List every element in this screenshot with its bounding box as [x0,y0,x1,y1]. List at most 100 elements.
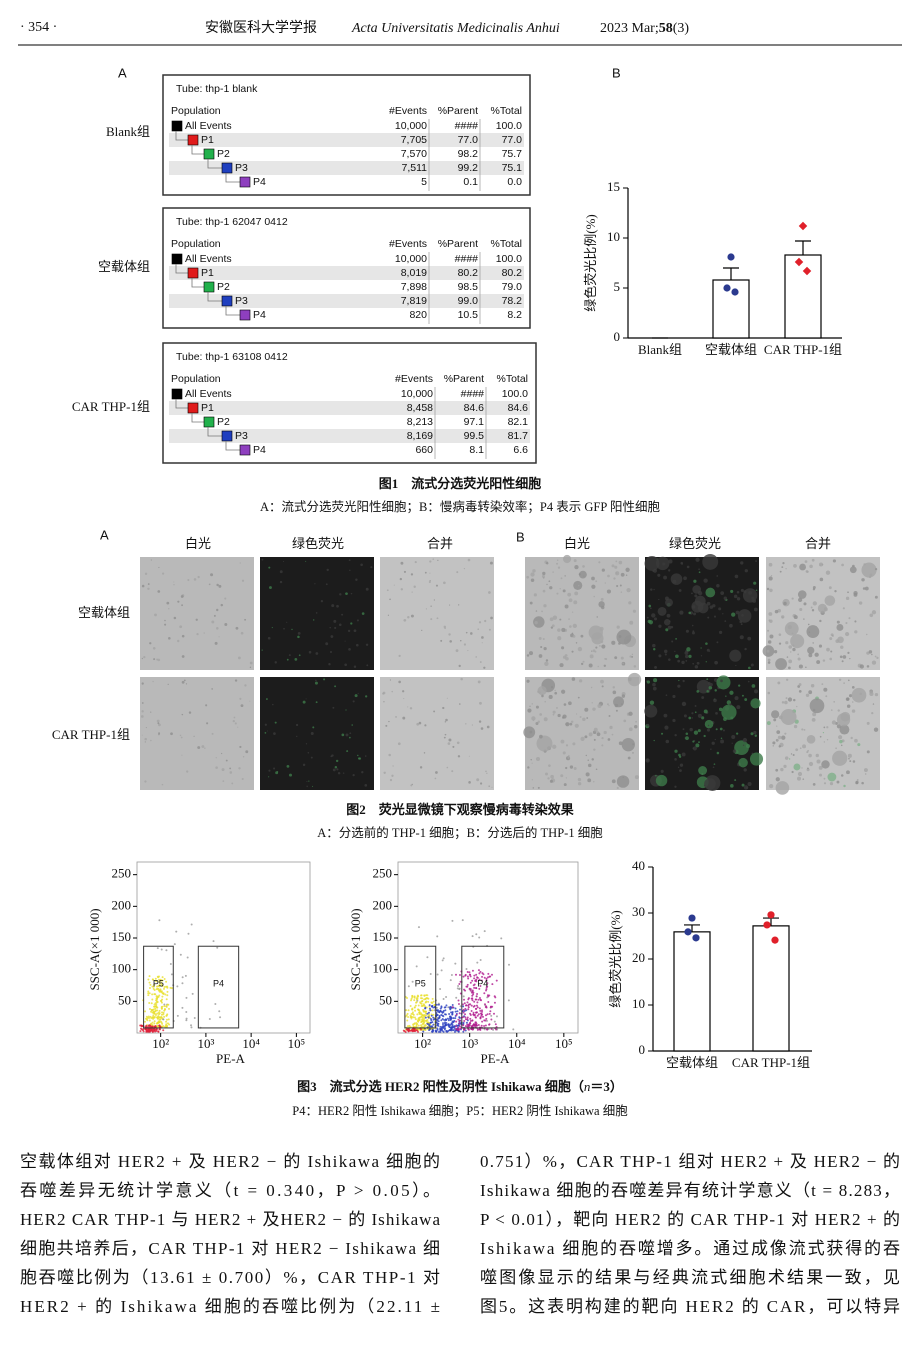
cell [779,570,782,573]
event-dot [418,1016,421,1019]
cell [458,664,461,668]
table-cell: 7,898 [401,281,427,293]
event-dot [428,1004,431,1007]
cell [611,733,614,736]
cell [224,623,228,626]
cell [244,684,247,687]
cell [593,727,598,732]
event-dot [442,957,445,960]
event-dot [154,1007,157,1010]
event-dot [437,1030,440,1033]
event-dot [169,986,172,989]
event-dot [414,1009,417,1012]
panel-label: A [118,65,127,80]
cell [231,782,234,785]
cell [754,689,759,694]
cell [665,598,673,607]
table-cell: 6.6 [513,444,528,456]
cell [595,768,598,771]
event-dot [417,1004,420,1007]
cell [616,786,619,790]
event-dot [473,1025,476,1028]
event-dot [486,1013,489,1016]
cell [708,650,711,652]
cell [792,754,795,757]
column-header: %Parent [438,238,478,250]
cell [567,592,572,597]
event-dot [440,969,443,972]
event-dot [162,987,165,990]
event-dot [162,992,165,995]
cell [542,589,546,593]
event-dot [477,998,480,1001]
x-tick-label: 空载体组 [705,342,757,357]
event-dot [158,994,161,997]
cell [736,590,740,594]
event-dot [450,1026,453,1029]
cell [869,613,874,618]
column-header: #Events [389,238,427,250]
table-cell: 80.2 [502,267,523,279]
event-dot [445,1004,448,1007]
event-dot [478,1007,481,1010]
event-dot [158,1016,161,1019]
event-dot [417,926,420,929]
event-dot [451,1020,454,1023]
event-dot [415,997,418,1000]
event-dot [466,983,469,986]
cell [798,664,803,669]
event-dot [405,1009,408,1012]
population-name: All Events [185,120,232,132]
cell [826,739,829,741]
event-dot [468,1023,471,1026]
micrograph [380,557,494,670]
cell [234,679,238,682]
cell [847,679,850,682]
cell [823,607,828,612]
cell [775,658,787,670]
column-header: Population [171,238,221,250]
y-tick-label: 50 [118,992,131,1007]
cell [628,601,632,605]
event-dot [423,1013,426,1016]
cell [352,700,355,703]
event-dot [463,1002,466,1005]
cell [440,639,443,642]
cell [766,587,770,591]
event-dot [466,1025,469,1028]
population-swatch [171,120,183,132]
data-point [771,936,779,944]
cell [677,659,681,663]
event-dot [144,1017,147,1020]
cell [692,747,695,750]
table-cell: 80.2 [458,267,479,279]
event-dot [476,976,479,979]
cell [531,779,533,781]
cell [588,625,603,640]
population-swatch [187,134,199,146]
event-dot [409,1005,412,1008]
cell [772,741,776,745]
cell [344,663,347,667]
cell [621,694,626,698]
cell [544,661,549,666]
event-dot [424,997,427,1000]
cell [732,749,737,753]
cell [644,556,660,571]
y-axis-label: SSC-A(×1 000) [87,908,102,990]
body-line: Ishikawa 细胞的吞噬增多。通过成像流式获得的吞 [480,1239,900,1258]
cell [766,721,771,725]
cell [147,587,150,591]
cell [548,580,551,583]
cell [818,765,823,770]
event-dot [160,982,163,985]
cell [692,631,695,635]
cell [444,721,447,723]
cell [738,757,748,768]
cell [414,561,417,564]
event-dot [153,983,156,986]
event-dot [411,1011,414,1014]
population-name: P4 [253,444,266,456]
cell [242,756,245,758]
data-point [688,914,696,922]
